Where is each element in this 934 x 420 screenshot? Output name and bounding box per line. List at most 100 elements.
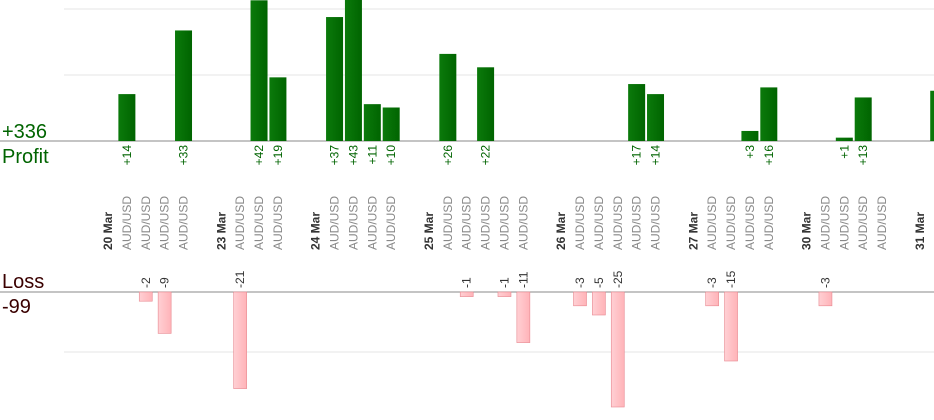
loss-total: -99 [2, 296, 31, 318]
trade-label: AUD/USD [630, 196, 644, 250]
loss-bar [724, 291, 738, 362]
loss-value-label: -1 [497, 277, 511, 288]
loss-value-label: -3 [818, 277, 832, 288]
profit-bar [854, 97, 872, 141]
loss-bar [497, 291, 512, 297]
profit-bar [250, 0, 268, 141]
trade-label: AUD/USD [856, 196, 870, 250]
trade-label: AUD/USD [497, 196, 511, 250]
loss-bar [138, 291, 153, 302]
trade-label: AUD/USD [516, 196, 530, 250]
profit-bar [175, 30, 193, 142]
trade-label: AUD/USD [328, 196, 342, 250]
loss-value-label: -5 [592, 277, 606, 288]
profit-bar [439, 53, 457, 141]
loss-value-label: -11 [516, 271, 530, 288]
trade-label: AUD/USD [365, 196, 379, 250]
trade-label: AUD/USD [479, 196, 493, 250]
profit-value-label: +16 [762, 145, 776, 166]
date-label: 30 Mar [800, 212, 814, 250]
trade-label: AUD/USD [384, 196, 398, 250]
date-label: 24 Mar [309, 212, 323, 250]
loss-bars: -2 -9 -21 -1 -1 -11 -3 -5 -25 -3 -15 -3 [138, 270, 833, 408]
trade-label: AUD/USD [120, 196, 134, 250]
profit-value-label: +15 [932, 145, 934, 166]
trade-label: AUD/USD [592, 196, 606, 250]
profit-bar [382, 107, 400, 141]
date-label: 23 Mar [214, 212, 228, 250]
loss-bar [573, 291, 587, 307]
trade-label: AUD/USD [875, 196, 889, 250]
profit-value-label: +22 [479, 145, 493, 166]
profit-bar [269, 77, 287, 141]
loss-bar [592, 291, 606, 316]
trade-label: AUD/USD [724, 196, 738, 250]
trade-label: AUD/USD [611, 196, 625, 250]
trade-label: AUD/USD [932, 196, 934, 250]
trade-label: AUD/USD [818, 196, 832, 250]
profit-value-label: +11 [365, 145, 379, 165]
profit-bar [628, 84, 646, 141]
loss-value-label: -15 [724, 270, 738, 288]
date-label: 27 Mar [686, 212, 700, 250]
date-label: 25 Mar [422, 212, 436, 250]
trade-label: AUD/USD [837, 196, 851, 250]
profit-value-label: +3 [743, 145, 757, 159]
profit-value-label: +26 [441, 145, 455, 166]
trade-label: AUD/USD [441, 196, 455, 250]
trade-label: AUD/USD [177, 196, 191, 250]
column-labels: 20 Mar AUD/USD AUD/USD AUD/USD AUD/USD 23 Mar… [101, 196, 934, 250]
loss-value-label: -9 [158, 277, 172, 288]
date-label: 20 Mar [101, 212, 115, 250]
profit-bar [741, 130, 759, 141]
profit-value-label: +19 [271, 145, 285, 166]
trade-label: AUD/USD [460, 196, 474, 250]
profit-bar [363, 104, 381, 141]
profit-value-label: +43 [346, 145, 360, 166]
loss-value-label: -1 [460, 277, 474, 288]
loss-bar [610, 291, 625, 408]
profit-total: +336 [2, 121, 47, 143]
profit-bar [118, 94, 136, 141]
loss-label: Loss [2, 271, 44, 293]
profit-bar [760, 87, 778, 141]
loss-value-label: -21 [233, 270, 247, 288]
profit-value-label: +1 [837, 145, 851, 159]
profit-value-label: +17 [630, 145, 644, 166]
profit-value-label: +10 [384, 145, 398, 166]
loss-bar [818, 291, 833, 307]
profit-bar [930, 90, 934, 141]
loss-value-label: -2 [139, 277, 153, 288]
profit-label: Profit [2, 146, 49, 168]
loss-value-label: -25 [611, 270, 625, 288]
trade-label: AUD/USD [346, 196, 360, 250]
trade-label: AUD/USD [233, 196, 247, 250]
profit-bar [647, 94, 665, 141]
profit-bar [344, 0, 362, 142]
profit-value-label: +42 [252, 145, 266, 166]
loss-bar [516, 291, 531, 343]
profit-value-label: +33 [177, 145, 191, 166]
date-label: 26 Mar [554, 212, 568, 250]
profit-bars: +14 +33 +42 +19 +37 +43 +11 +10 +26 +22 +17 +14 +3 +1… [118, 0, 934, 165]
loss-value-label: -3 [573, 277, 587, 288]
date-label: 31 Mar [913, 212, 927, 250]
trade-label: AUD/USD [252, 196, 266, 250]
trade-label: AUD/USD [139, 196, 153, 250]
profit-value-label: +14 [649, 145, 663, 166]
trade-label: AUD/USD [705, 196, 719, 250]
profit-bar [326, 17, 344, 141]
trade-label: AUD/USD [743, 196, 757, 250]
trade-label: AUD/USD [271, 196, 285, 250]
loss-bar [157, 291, 172, 334]
profit-value-label: +37 [328, 145, 342, 166]
profit-value-label: +13 [856, 145, 870, 166]
loss-bar [233, 291, 247, 389]
loss-bar [705, 291, 719, 307]
profit-bar [835, 137, 853, 141]
loss-value-label: -3 [705, 277, 719, 288]
trade-label: AUD/USD [158, 196, 172, 250]
profit-value-label: +14 [120, 145, 134, 166]
trade-label: AUD/USD [573, 196, 587, 250]
